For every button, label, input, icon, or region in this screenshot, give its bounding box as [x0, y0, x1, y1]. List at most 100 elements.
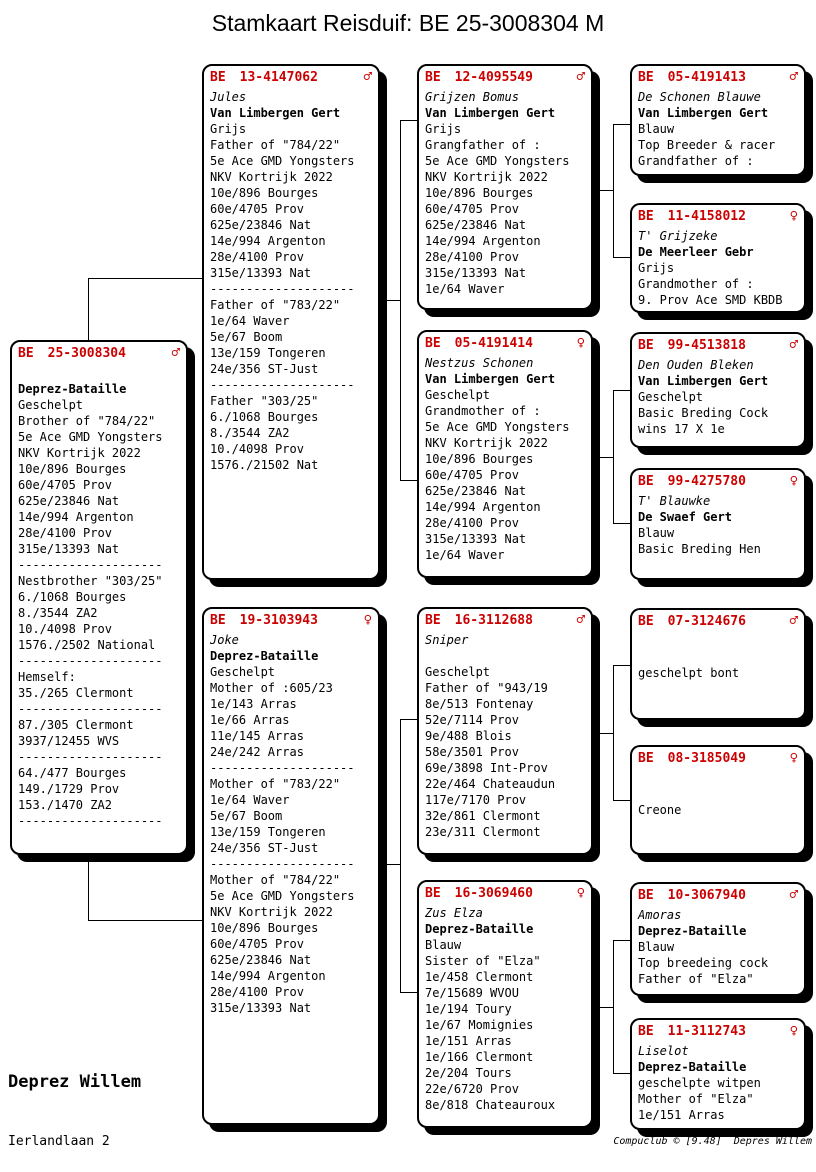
- pedigree-box-grandmother-paternal: BE 05-4191414 ♀ Nestzus Schonen Van Limberge…: [417, 330, 593, 578]
- pedigree-text-line: Mother of "Elza": [638, 1092, 754, 1106]
- male-icon: ♂: [789, 69, 798, 85]
- pedigree-text-line: Van Limbergen Gert: [638, 106, 769, 120]
- pedigree-text-line: [18, 365, 180, 381]
- pedigree-text-line: --------------------: [18, 750, 163, 764]
- pedigree-text-line: --------------------: [18, 558, 163, 572]
- pedigree-text-line: 1e/64 Waver: [210, 793, 290, 807]
- connector-line: [380, 864, 400, 865]
- pedigree-box-greatgrandmother-3: BE 08-3185049 ♀ Creone: [630, 745, 806, 855]
- pedigree-box-subject: BE 25-3008304 ♂ Deprez-Bataille Geschelpt Br…: [10, 340, 188, 855]
- box-body: Zus Elza Deprez-Bataille Blauw Sister of "E…: [425, 905, 585, 1113]
- connector-line: [400, 992, 417, 993]
- pedigree-text-line: 5e/67 Boom: [210, 330, 283, 344]
- female-icon: ♀: [363, 612, 372, 628]
- connector-line: [613, 1073, 630, 1074]
- pedigree-text-line: [638, 649, 798, 665]
- connector-line: [613, 124, 614, 257]
- pedigree-text-line: 28e/4100 Prov: [210, 250, 304, 264]
- pedigree-text-line: 13e/159 Tongeren: [210, 825, 326, 839]
- connector-line: [613, 523, 630, 524]
- box-body: geschelpt bont: [638, 633, 798, 681]
- pedigree-text-line: 5e Ace GMD Yongsters: [425, 154, 570, 168]
- box-body: Nestzus Schonen Van Limbergen Gert Geschel…: [425, 355, 585, 563]
- pedigree-text-line: --------------------: [18, 702, 163, 716]
- pedigree-text-line: Geschelpt: [210, 665, 276, 679]
- box-body: Den Ouden Bleken Van Limbergen Gert Gesche…: [638, 357, 798, 437]
- pedigree-box-greatgrandmother-4: BE 11-3112743 ♀ Liselot Deprez-Bataille gesch…: [630, 1018, 806, 1130]
- pedigree-text-line: 315e/13393 Nat: [210, 1001, 312, 1015]
- pedigree-text-line: 9. Prov Ace SMD KBDB: [638, 293, 783, 307]
- pedigree-text-line: 10e/896 Bourges: [425, 186, 534, 200]
- pedigree-text-line: 60e/4705 Prov: [18, 478, 112, 492]
- pedigree-text-line: 315e/13393 Nat: [425, 266, 527, 280]
- pedigree-text-line: 6./1068 Bourges: [210, 410, 319, 424]
- pedigree-text-line: Den Ouden Bleken: [638, 358, 754, 372]
- pedigree-text-line: 60e/4705 Prov: [425, 202, 519, 216]
- pedigree-text-line: 1e/66 Arras: [210, 713, 290, 727]
- pedigree-box-grandfather-paternal: BE 12-4095549 ♂ Grijzen Bomus Van Limbergen …: [417, 64, 593, 310]
- ring-number: 05-4191414: [454, 336, 533, 351]
- connector-line: [593, 1007, 613, 1008]
- pedigree-text-line: Mother of :605/23: [210, 681, 333, 695]
- pedigree-text-line: geschelpte witpen: [638, 1076, 761, 1090]
- pedigree-text-line: 60e/4705 Prov: [425, 468, 519, 482]
- pedigree-box-father: BE 13-4147062 ♂ Jules Van Limbergen Gert Grij…: [202, 64, 380, 580]
- pedigree-box-greatgrandmother-2: BE 99-4275780 ♀ T' Blauwke De Swaef Gert Blau…: [630, 468, 806, 580]
- owner-block: Deprez Willem Ierlandlaan 2 8550 Zwevege…: [8, 1032, 180, 1172]
- pedigree-text-line: 8./3544 ZA2: [210, 426, 290, 440]
- ring-country: BE: [638, 751, 654, 766]
- pedigree-text-line: wins 17 X 1e: [638, 422, 725, 436]
- connector-line: [613, 390, 630, 391]
- box-body: T' Blauwke De Swaef Gert Blauw Basic Bredin…: [638, 493, 798, 557]
- ring-number: 16-3069460: [454, 886, 533, 901]
- pedigree-text-line: Top breedeing cock: [638, 956, 769, 970]
- pedigree-text-line: De Meerleer Gebr: [638, 245, 754, 259]
- pedigree-text-line: 5e Ace GMD Yongsters: [210, 154, 355, 168]
- pedigree-box-greatgrandfather-4: BE 10-3067940 ♂ Amoras Deprez-Bataille Blauw T…: [630, 882, 806, 996]
- pedigree-text-line: 625e/23846 Nat: [18, 494, 120, 508]
- ring-country: BE: [638, 614, 654, 629]
- pedigree-text-line: Geschelpt: [425, 665, 491, 679]
- box-body: Sniper Geschelpt Father of "943/19 8e/513 …: [425, 632, 585, 840]
- pedigree-box-grandfather-maternal: BE 16-3112688 ♂ Sniper Geschelpt Father of "…: [417, 607, 593, 855]
- pedigree-text-line: 625e/23846 Nat: [210, 953, 312, 967]
- ring-country: BE: [638, 474, 654, 489]
- ring-country: BE: [425, 886, 441, 901]
- box-header: BE 99-4275780 ♀: [638, 473, 798, 491]
- ring-country: BE: [638, 209, 654, 224]
- box-header: BE 05-4191413 ♂: [638, 69, 798, 87]
- pedigree-text-line: --------------------: [18, 654, 163, 668]
- pedigree-text-line: Blauw: [638, 940, 675, 954]
- pedigree-text-line: 60e/4705 Prov: [210, 202, 304, 216]
- pedigree-text-line: --------------------: [210, 378, 355, 392]
- software-credit: Compuclub © [9.48] Depres Willem: [613, 1136, 812, 1147]
- pedigree-text-line: Top Breeder & racer: [638, 138, 776, 152]
- pedigree-text-line: 28e/4100 Prov: [18, 526, 112, 540]
- pedigree-text-line: Deprez-Bataille: [425, 922, 534, 936]
- pedigree-box-mother: BE 19-3103943 ♀ Joke Deprez-Bataille Geschelp…: [202, 607, 380, 1125]
- box-header: BE 25-3008304 ♂: [18, 345, 180, 363]
- connector-line: [613, 940, 614, 1073]
- pedigree-text-line: 28e/4100 Prov: [210, 985, 304, 999]
- pedigree-text-line: T' Blauwke: [638, 494, 711, 508]
- pedigree-text-line: 3937/12455 WVS: [18, 734, 120, 748]
- pedigree-text-line: Deprez-Bataille: [638, 1060, 747, 1074]
- male-icon: ♂: [789, 887, 798, 903]
- pedigree-text-line: 10e/896 Bourges: [425, 452, 534, 466]
- connector-line: [400, 120, 401, 480]
- pedigree-text-line: Liselot: [638, 1044, 689, 1058]
- box-body: Deprez-Bataille Geschelpt Brother of "784/…: [18, 365, 180, 829]
- pedigree-text-line: 10e/896 Bourges: [210, 186, 319, 200]
- pedigree-text-line: 1e/67 Momignies: [425, 1018, 534, 1032]
- box-body: T' Grijzeke De Meerleer Gebr Grijs Grandmot…: [638, 228, 798, 308]
- pedigree-box-greatgrandmother-1: BE 11-4158012 ♀ T' Grijzeke De Meerleer Gebr…: [630, 203, 806, 313]
- pedigree-text-line: Joke: [210, 633, 239, 647]
- pedigree-text-line: 149./1729 Prov: [18, 782, 120, 796]
- ring-country: BE: [638, 338, 654, 353]
- pedigree-text-line: Grandmother of :: [425, 404, 541, 418]
- female-icon: ♀: [789, 208, 798, 224]
- pedigree-text-line: Jules: [210, 90, 247, 104]
- pedigree-text-line: Father of "943/19: [425, 681, 548, 695]
- pedigree-text-line: 14e/994 Argenton: [210, 969, 326, 983]
- pedigree-text-line: 117e/7170 Prov: [425, 793, 527, 807]
